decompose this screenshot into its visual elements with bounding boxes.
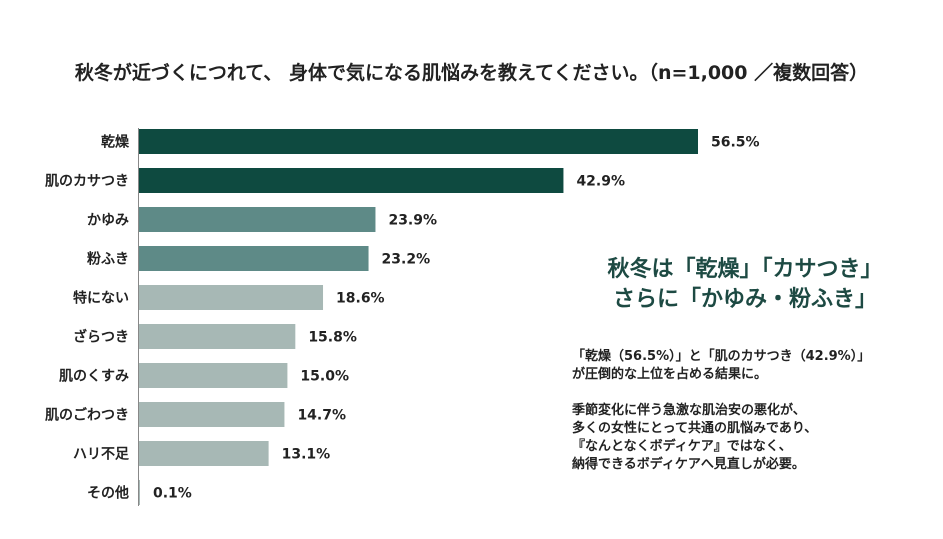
value-label: 14.7%: [297, 408, 346, 424]
value-label: 23.9%: [388, 213, 437, 229]
value-label: 13.1%: [282, 447, 331, 463]
category-label: 肌のくすみ: [59, 369, 129, 385]
category-label: その他: [87, 485, 129, 502]
category-label: 乾燥: [101, 134, 130, 151]
bar: [139, 285, 324, 310]
headline-line-2: さらに「かゆみ・粉ふき」: [612, 287, 877, 312]
commentary-line: 「乾燥（56.5%）」と「肌のカサつき（42.9%）」: [572, 349, 871, 364]
bar: [139, 129, 698, 154]
bar: [139, 246, 369, 271]
bar: [139, 480, 140, 505]
value-label: 15.0%: [300, 369, 349, 385]
category-label: 肌のカサつき: [45, 174, 129, 190]
category-label: ハリ不足: [73, 447, 130, 463]
category-label: ざらつき: [73, 329, 129, 346]
category-label: かゆみ: [87, 213, 129, 229]
value-label: 0.1%: [153, 486, 192, 502]
bar: [139, 168, 564, 193]
category-label: 肌のごわつき: [45, 407, 129, 424]
commentary-line: が圧倒的な上位を占める結果に。: [572, 367, 768, 382]
chart-title: 秋冬が近づくにつれて、 身体で気になる肌悩みを教えてください。（n=1,000 …: [74, 62, 869, 84]
commentary-line: 季節変化に伴う急激な肌治安の悪化が、: [572, 403, 806, 418]
commentary-line: 多くの女性にとって共通の肌悩みであり、: [572, 421, 818, 436]
category-label: 特にない: [73, 290, 129, 307]
bar: [139, 441, 269, 466]
value-label: 42.9%: [576, 174, 625, 190]
bar: [139, 402, 285, 427]
value-label: 18.6%: [336, 291, 385, 307]
commentary: 「乾燥（56.5%）」と「肌のカサつき（42.9%）」 が圧倒的な上位を占める結…: [572, 348, 937, 474]
category-label: 粉ふき: [87, 251, 129, 268]
headline: 秋冬は「乾燥」「カサつき」 さらに「かゆみ・粉ふき」: [560, 255, 930, 315]
commentary-line: 『なんとなくボディケア』ではなく、: [572, 439, 792, 454]
bar: [139, 207, 376, 232]
value-label: 23.2%: [382, 252, 431, 268]
bar: [139, 363, 288, 388]
headline-line-1: 秋冬は「乾燥」「カサつき」: [607, 257, 883, 282]
bar: [139, 324, 296, 349]
value-label: 15.8%: [308, 330, 357, 346]
commentary-line: 納得できるボディケアへ見直しが必要。: [572, 457, 805, 472]
value-label: 56.5%: [711, 135, 760, 151]
